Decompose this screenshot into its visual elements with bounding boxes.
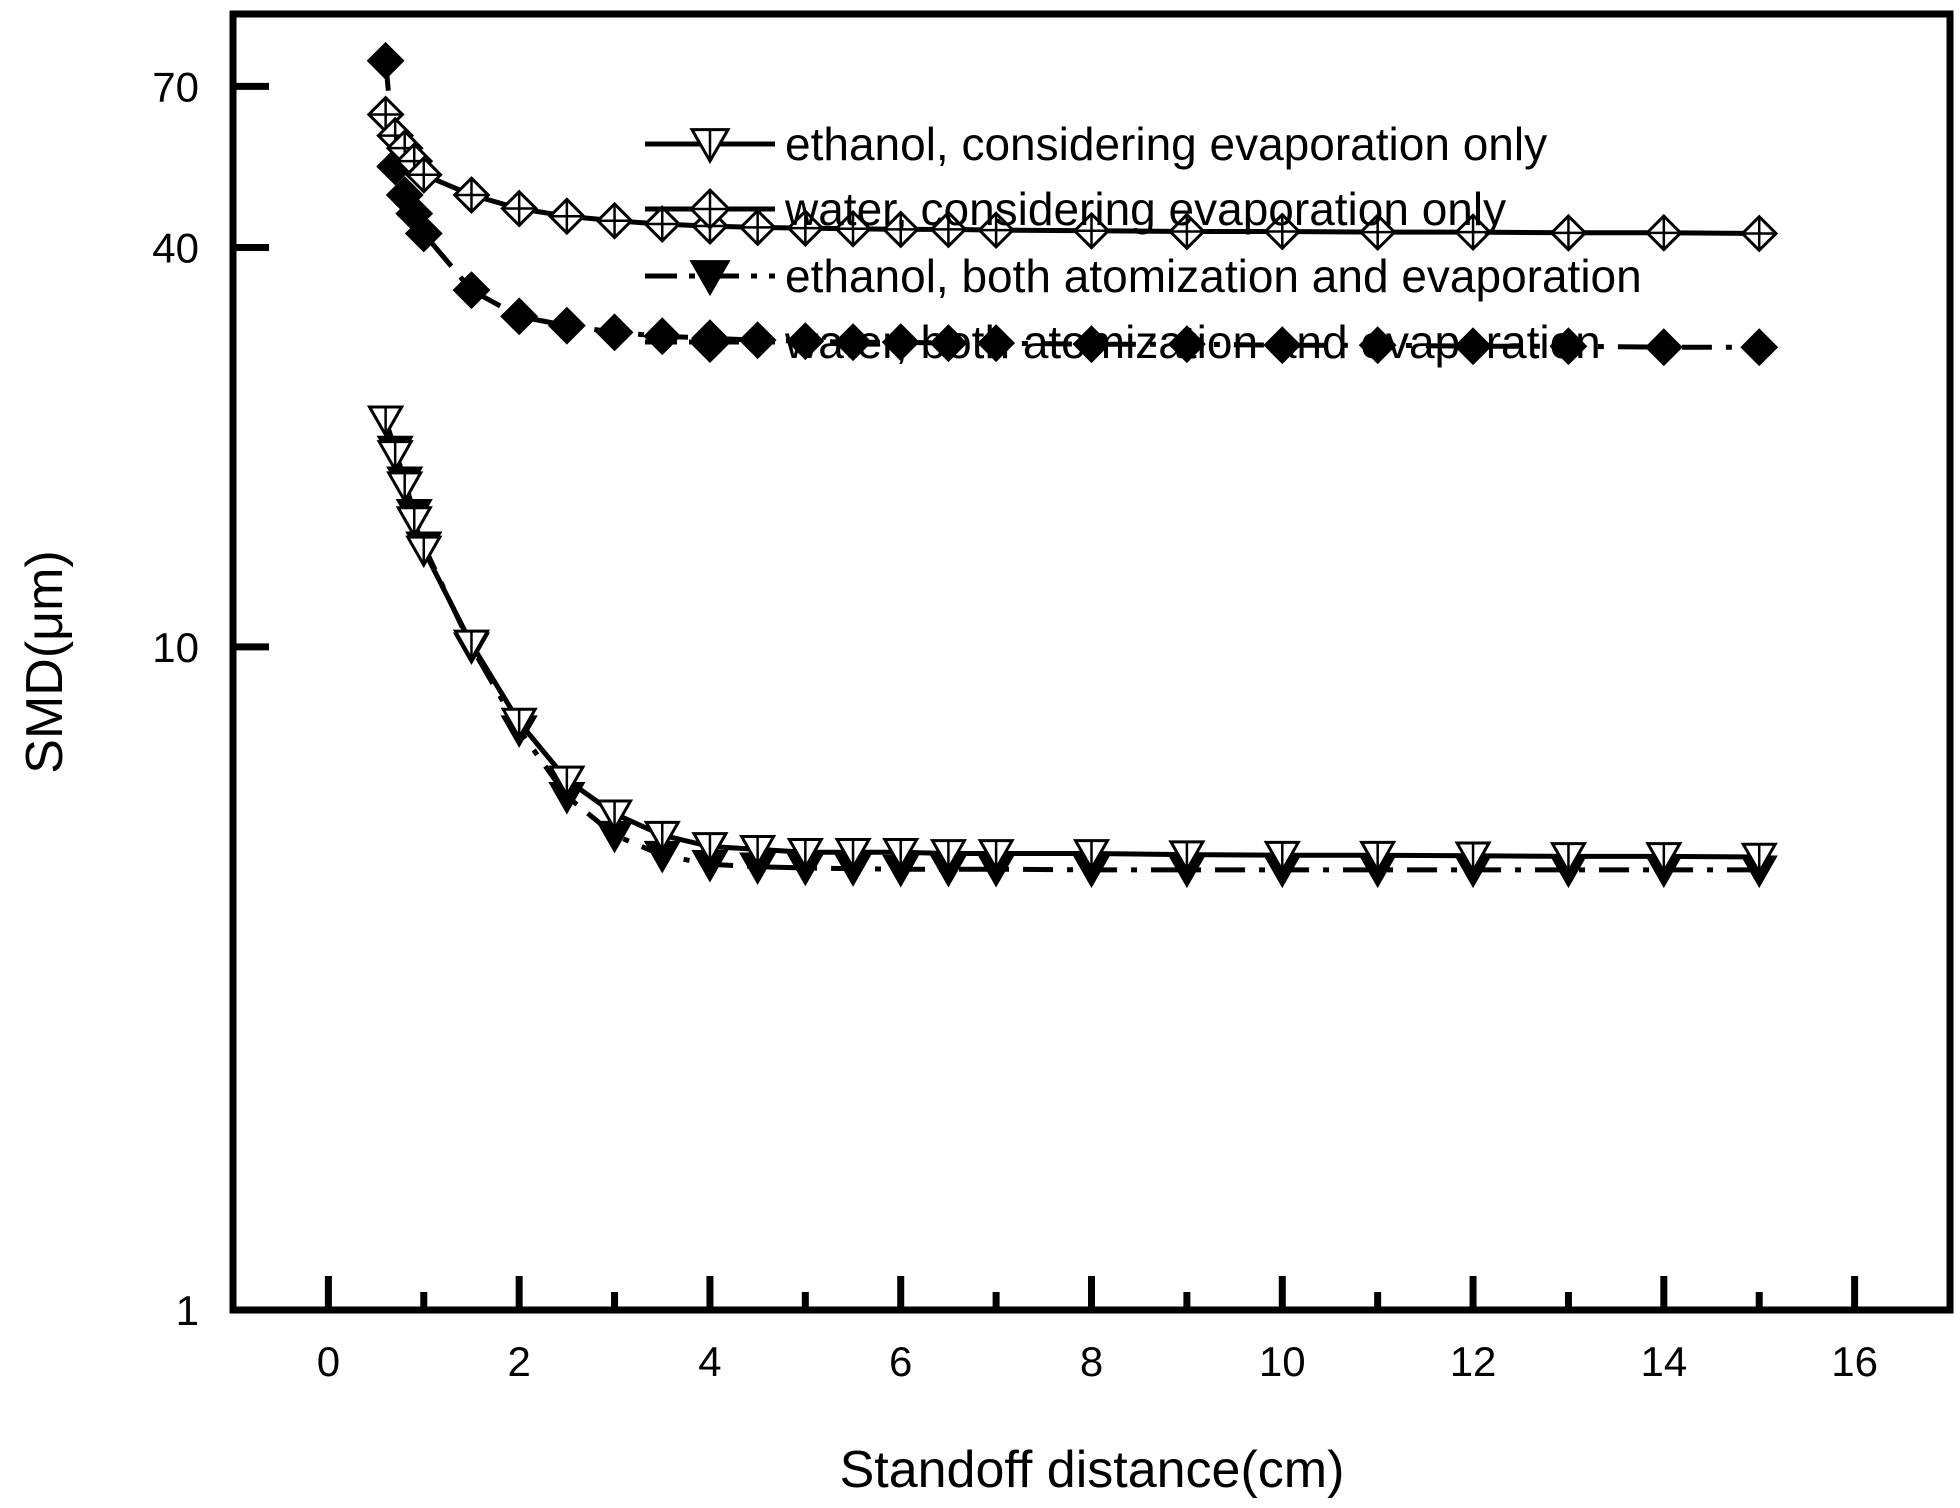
data-point [643,317,682,356]
data-point [595,313,634,352]
series-1 [366,95,1779,253]
y-tick-label: 70 [152,63,199,110]
data-point [1740,328,1779,367]
data-point [1072,325,1111,364]
legend-entry: water, considering evaporation only [645,183,1506,235]
data-point [1549,327,1588,366]
y-tick-label: 1 [176,1287,199,1334]
data-point [834,323,872,362]
y-tick-label: 40 [152,225,199,272]
x-tick-label: 12 [1450,1338,1497,1385]
data-point [1644,328,1683,367]
x-tick-label: 2 [507,1338,530,1385]
series-line [383,418,1760,873]
legend-entry: ethanol, both atomization and evaporatio… [645,250,1642,302]
legend-label: water, both atomization and evaporation [784,316,1601,368]
y-axis-title: SMD(μm) [16,550,74,773]
data-point [786,322,825,361]
data-point [404,214,443,253]
data-point [738,321,777,360]
data-point [547,306,586,345]
data-point [452,271,491,310]
series-0 [367,405,1778,876]
data-point [1358,326,1397,365]
data-point [366,41,405,80]
x-tick-label: 0 [317,1338,340,1385]
data-point [929,324,968,363]
data-point [881,323,920,362]
x-tick-label: 10 [1259,1338,1306,1385]
legend-label: water, considering evaporation only [784,183,1506,235]
legend-label: ethanol, considering evaporation only [785,118,1547,170]
x-tick-label: 14 [1640,1338,1687,1385]
legend-marker [688,320,732,364]
series-2 [367,405,1778,889]
legend-marker [689,260,731,297]
x-axis-title: Standoff distance(cm) [840,1441,1345,1499]
series-layer [366,41,1779,889]
legend-label: ethanol, both atomization and evaporatio… [785,250,1642,302]
legend-entry: water, both atomization and evaporation [645,316,1601,368]
data-point [1167,325,1206,364]
x-tick-label: 16 [1831,1338,1878,1385]
x-tick-label: 4 [698,1338,721,1385]
x-tick-label: 8 [1080,1338,1103,1385]
series-line [383,419,1760,860]
data-point [1263,326,1302,365]
x-tick-label: 6 [889,1338,912,1385]
data-point [977,324,1016,363]
legend-entry: ethanol, considering evaporation only [645,118,1547,170]
data-point [1454,327,1492,366]
y-tick-label: 10 [152,624,199,671]
legend: ethanol, considering evaporation only wat… [645,118,1642,368]
data-point [500,297,539,336]
axis-ticks: 0 2 4 6 8 10 12 14 16 1 10 40 70 [152,63,1878,1385]
